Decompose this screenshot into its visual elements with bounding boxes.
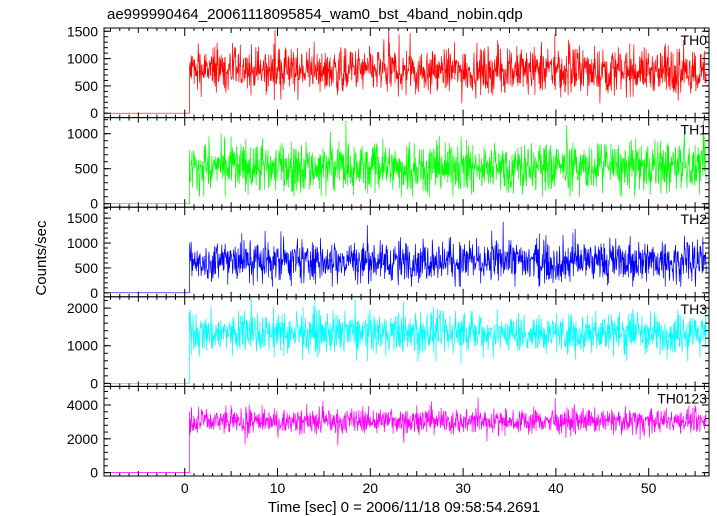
y-tick-label: 2000 bbox=[67, 431, 98, 447]
panel-frame bbox=[103, 385, 710, 477]
x-tick-label: 50 bbox=[641, 480, 657, 496]
x-axis-label: Time [sec] 0 = 2006/11/18 09:58:54.2691 bbox=[268, 499, 540, 516]
y-tick-label: 0 bbox=[90, 196, 98, 212]
y-tick-label: 1500 bbox=[67, 23, 98, 39]
y-tick-label: 0 bbox=[90, 105, 98, 121]
y-tick-label: 0 bbox=[90, 465, 98, 481]
series-th1 bbox=[110, 120, 707, 205]
series-th2 bbox=[110, 221, 707, 294]
series-th0123 bbox=[110, 397, 707, 473]
panel-label: TH0 bbox=[681, 32, 708, 48]
series-th3 bbox=[110, 298, 707, 384]
x-tick-label: 20 bbox=[363, 480, 379, 496]
y-tick-label: 1500 bbox=[67, 210, 98, 226]
y-tick-label: 500 bbox=[75, 260, 99, 276]
y-tick-label: 2000 bbox=[67, 300, 98, 316]
y-tick-label: 1000 bbox=[67, 51, 98, 67]
panel-label: TH1 bbox=[681, 122, 708, 138]
y-tick-label: 4000 bbox=[67, 397, 98, 413]
panel-th1: 0 500 1000 TH1 bbox=[67, 117, 710, 212]
x-tick-label: 30 bbox=[455, 480, 471, 496]
chart-title: ae999990464_20061118095854_wam0_bst_4ban… bbox=[107, 6, 523, 23]
panel-label: TH0123 bbox=[657, 390, 707, 406]
y-tick-label: 1000 bbox=[67, 235, 98, 251]
x-tick-label: 40 bbox=[548, 480, 564, 496]
panel-label: TH3 bbox=[681, 301, 708, 317]
x-tick-label: 10 bbox=[270, 480, 286, 496]
panel-th0123: 0 2000 4000 TH0123 bbox=[67, 385, 710, 481]
y-tick-label: 500 bbox=[75, 78, 99, 94]
series-th0 bbox=[110, 28, 707, 114]
y-tick-label: 1000 bbox=[67, 338, 98, 354]
panel-th3: 0 1000 2000 TH3 bbox=[67, 296, 710, 391]
panel-th0: 0 500 1000 1500 TH0 bbox=[67, 23, 710, 121]
y-tick-label: 500 bbox=[75, 161, 99, 177]
x-tick-label: 0 bbox=[181, 480, 189, 496]
y-tick-label: 0 bbox=[90, 375, 98, 391]
panel-th2: 0 500 1000 1500 TH2 bbox=[67, 206, 710, 301]
y-tick-label: 1000 bbox=[67, 126, 98, 142]
y-tick-label: 0 bbox=[90, 285, 98, 301]
panel-label: TH2 bbox=[681, 211, 708, 227]
y-axis-label: Counts/sec bbox=[33, 220, 50, 296]
